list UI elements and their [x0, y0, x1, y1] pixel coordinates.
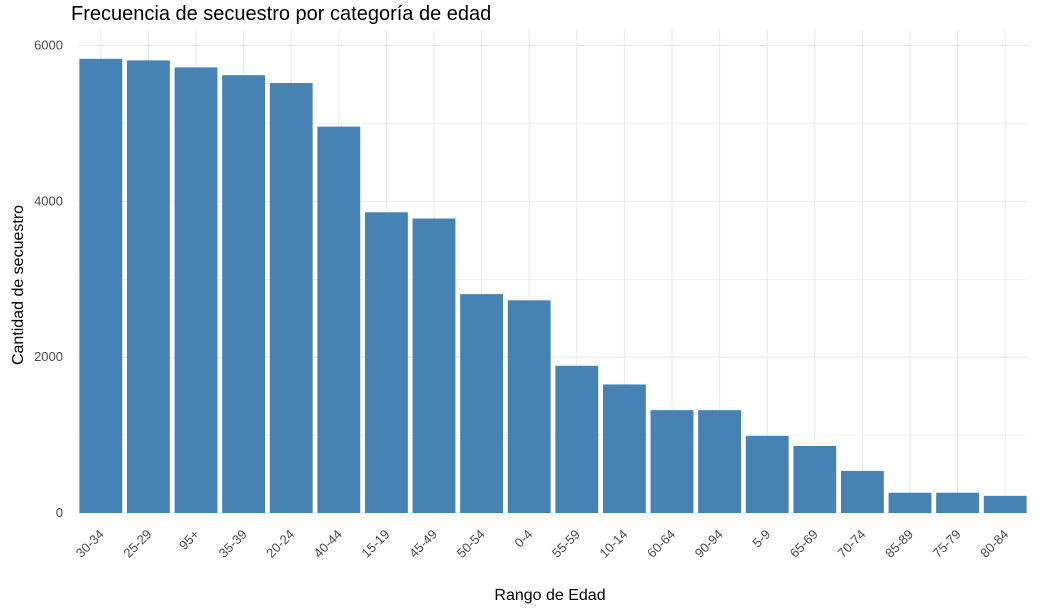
- bar: [983, 495, 1027, 513]
- bar: [745, 435, 789, 513]
- x-tick-label: 60-64: [644, 527, 678, 561]
- bar: [936, 492, 980, 513]
- bar: [126, 60, 170, 513]
- x-tick-label: 65-69: [787, 527, 821, 561]
- bar: [460, 294, 504, 513]
- x-tick-label: 15-19: [358, 527, 392, 561]
- x-tick-label: 5-9: [749, 527, 773, 551]
- gridlines: [77, 30, 1029, 514]
- chart-title: Frecuencia de secuestro por categoría de…: [71, 3, 491, 25]
- bar: [650, 410, 694, 513]
- x-tick-label: 50-54: [454, 527, 488, 561]
- x-tick-label: 80-84: [977, 527, 1011, 561]
- y-tick-label: 0: [56, 505, 63, 520]
- x-tick-label: 95+: [176, 527, 202, 553]
- x-tick-label: 25-29: [120, 527, 154, 561]
- y-tick-label: 4000: [34, 193, 63, 208]
- bar: [602, 384, 646, 513]
- bars: [79, 58, 1027, 514]
- x-axis-title: Rango de Edad: [494, 587, 605, 604]
- x-tick-label: 30-34: [73, 527, 107, 561]
- bar: [840, 470, 884, 513]
- bar: [793, 446, 837, 513]
- bar: [317, 126, 361, 513]
- x-tick-label: 85-89: [882, 527, 916, 561]
- x-tick-label: 55-59: [549, 527, 583, 561]
- bar: [222, 75, 266, 513]
- x-axis-ticks: 30-34 25-29 95+ 35-39 20-24 40-44 15-19 45-49 50…: [73, 527, 1012, 561]
- x-tick-label: 70-74: [834, 527, 868, 561]
- y-axis-title: Cantidad de secuestro: [10, 205, 27, 365]
- bar: [364, 212, 408, 513]
- bar: [507, 300, 551, 513]
- bar: [412, 218, 456, 513]
- x-tick-label: 35-39: [216, 527, 250, 561]
- y-tick-label: 6000: [34, 38, 63, 53]
- x-tick-label: 45-49: [406, 527, 440, 561]
- x-tick-label: 75-79: [930, 527, 964, 561]
- bar: [698, 410, 742, 513]
- bar: [269, 82, 313, 514]
- x-tick-label: 90-94: [692, 527, 726, 561]
- y-axis-ticks: 0 2000 4000 6000: [34, 38, 63, 520]
- bar: [555, 365, 599, 513]
- x-tick-label: 0-4: [511, 527, 535, 551]
- x-tick-label: 10-14: [596, 527, 630, 561]
- bar: [888, 492, 932, 513]
- y-tick-label: 2000: [34, 349, 63, 364]
- x-tick-label: 40-44: [311, 527, 345, 561]
- bar: [174, 67, 218, 513]
- x-tick-label: 20-24: [263, 527, 297, 561]
- bar: [79, 58, 123, 514]
